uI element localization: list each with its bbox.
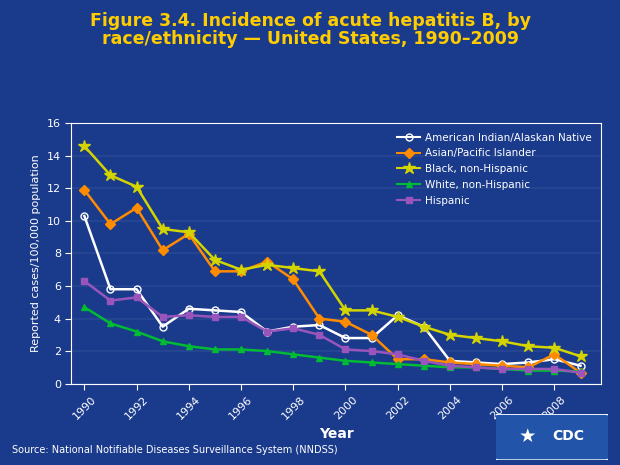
Text: Figure 3.4. Incidence of acute hepatitis B, by: Figure 3.4. Incidence of acute hepatitis… bbox=[89, 12, 531, 30]
Text: CDC: CDC bbox=[552, 429, 585, 443]
Legend: American Indian/Alaskan Native, Asian/Pacific Islander, Black, non-Hispanic, Whi: American Indian/Alaskan Native, Asian/Pa… bbox=[393, 128, 596, 210]
FancyBboxPatch shape bbox=[494, 414, 610, 460]
X-axis label: Year: Year bbox=[319, 427, 354, 441]
Text: ★: ★ bbox=[518, 427, 536, 445]
Text: Source: National Notifiable Diseases Surveillance System (NNDSS): Source: National Notifiable Diseases Sur… bbox=[12, 445, 338, 455]
Text: race/ethnicity — United States, 1990–2009: race/ethnicity — United States, 1990–200… bbox=[102, 30, 518, 48]
Y-axis label: Reported cases/100,000 population: Reported cases/100,000 population bbox=[31, 154, 41, 352]
